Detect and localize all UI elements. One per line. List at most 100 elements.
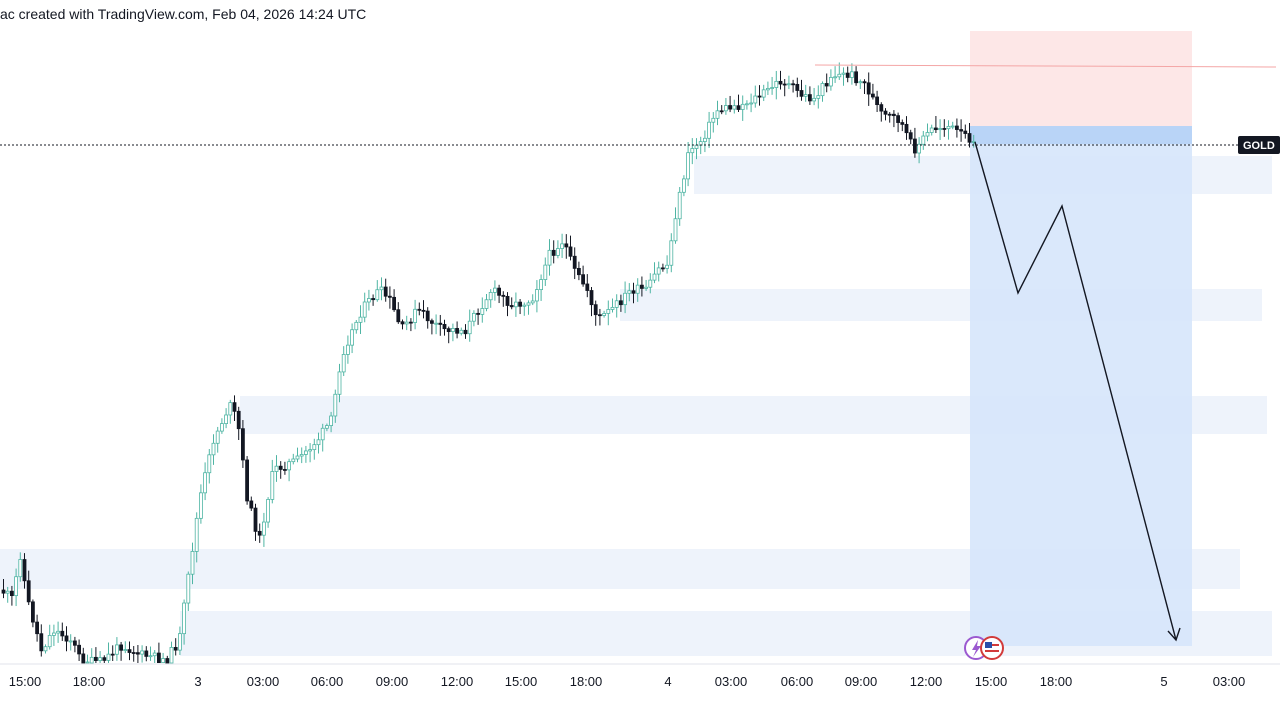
- bullish-candle: [177, 633, 182, 651]
- bearish-candle: [429, 320, 434, 324]
- bullish-candle: [732, 105, 737, 110]
- bullish-candle: [682, 178, 686, 193]
- bearish-candle: [568, 246, 573, 257]
- bearish-candle: [736, 105, 741, 110]
- bullish-candle: [917, 143, 921, 154]
- bullish-candle: [774, 80, 779, 88]
- bearish-candle: [757, 95, 762, 98]
- bullish-candle: [635, 284, 640, 294]
- bearish-candle: [408, 321, 413, 324]
- arrowhead-icon: [1167, 627, 1181, 642]
- bullish-candle: [291, 458, 296, 463]
- bullish-candle: [837, 73, 842, 78]
- bullish-candle: [833, 76, 837, 79]
- bullish-candle: [98, 657, 102, 661]
- take-profit-zone[interactable]: [970, 126, 1192, 646]
- bearish-candle: [505, 295, 510, 306]
- bullish-candle: [115, 644, 119, 655]
- bullish-candle: [299, 454, 304, 457]
- bullish-candle: [925, 132, 930, 137]
- bullish-candle: [535, 289, 539, 302]
- broker-logos: [964, 636, 1004, 660]
- bearish-candle: [127, 649, 132, 653]
- bullish-candle: [488, 292, 493, 301]
- bearish-candle: [392, 296, 397, 311]
- bullish-candle: [182, 602, 187, 635]
- bearish-candle: [589, 290, 594, 306]
- bearish-candle: [73, 640, 77, 646]
- x-tick-label: 15:00: [505, 674, 538, 689]
- x-tick-label: 5: [1160, 674, 1167, 689]
- x-tick-label: 09:00: [376, 674, 409, 689]
- bullish-candle: [471, 312, 476, 322]
- price-lines: [0, 64, 1277, 146]
- bearish-candle: [476, 312, 481, 315]
- bullish-candle: [56, 630, 60, 634]
- bullish-candle: [350, 329, 355, 346]
- short-position-tool[interactable]: [970, 31, 1192, 646]
- bearish-candle: [30, 601, 35, 623]
- bearish-candle: [719, 110, 724, 113]
- bullish-candle: [211, 442, 216, 456]
- bullish-candle: [47, 635, 52, 648]
- bullish-candle: [673, 218, 678, 242]
- bearish-candle: [455, 328, 460, 334]
- bullish-candle: [261, 521, 266, 536]
- entry-band[interactable]: [970, 126, 1192, 144]
- bearish-candle: [795, 83, 800, 91]
- bullish-candle: [404, 321, 409, 325]
- bullish-candle: [770, 87, 774, 89]
- bullish-candle: [354, 321, 359, 331]
- bullish-candle: [627, 290, 632, 294]
- bullish-candle: [207, 454, 212, 474]
- bearish-candle: [110, 653, 115, 656]
- bearish-candle: [463, 329, 468, 335]
- x-tick-label: 03:00: [1213, 674, 1246, 689]
- bearish-candle: [778, 80, 783, 85]
- bearish-candle: [896, 115, 900, 123]
- bullish-candle: [303, 450, 308, 455]
- bullish-candle: [324, 425, 329, 429]
- bullish-candle: [644, 286, 648, 289]
- bullish-candle: [85, 661, 90, 664]
- bullish-candle: [219, 423, 224, 432]
- bullish-candle: [556, 248, 560, 256]
- x-tick-label: 03:00: [247, 674, 280, 689]
- bullish-candle: [690, 148, 695, 154]
- bullish-candle: [522, 304, 527, 307]
- x-tick-label: 18:00: [570, 674, 603, 689]
- x-tick-label: 3: [194, 674, 201, 689]
- bullish-candle: [362, 301, 367, 318]
- bullish-candle: [467, 320, 472, 335]
- bullish-candle: [341, 354, 346, 373]
- bullish-candle: [215, 430, 220, 444]
- bullish-candle: [18, 559, 23, 578]
- bullish-candle: [740, 103, 745, 110]
- bullish-candle: [295, 455, 300, 460]
- x-tick-label: 15:00: [975, 674, 1008, 689]
- bullish-candle: [68, 640, 73, 643]
- bearish-candle: [955, 125, 959, 130]
- bullish-candle: [715, 110, 720, 119]
- bullish-candle: [623, 292, 627, 306]
- bearish-candle: [425, 310, 430, 322]
- bullish-candle: [745, 103, 749, 106]
- bearish-candle: [866, 82, 871, 95]
- bullish-candle: [950, 125, 955, 128]
- bullish-candle: [333, 393, 338, 417]
- bullish-candle: [375, 289, 380, 301]
- stop-loss-zone[interactable]: [970, 31, 1192, 126]
- bearish-candle: [640, 284, 644, 289]
- bullish-candle: [749, 102, 753, 105]
- bullish-candle: [450, 328, 455, 333]
- bearish-candle: [883, 110, 888, 115]
- time-axis: 15:00 18:00 3 03:00 06:00 09:00 12:00 15:00 18:0…: [0, 663, 1280, 689]
- bearish-candle: [39, 633, 44, 652]
- bullish-candle: [606, 309, 611, 314]
- attribution-text: ac created with TradingView.com, Feb 04,…: [0, 6, 367, 22]
- bullish-candle: [694, 144, 699, 149]
- bullish-candle: [816, 95, 821, 99]
- bullish-candle: [366, 298, 371, 303]
- bullish-candle: [829, 76, 833, 87]
